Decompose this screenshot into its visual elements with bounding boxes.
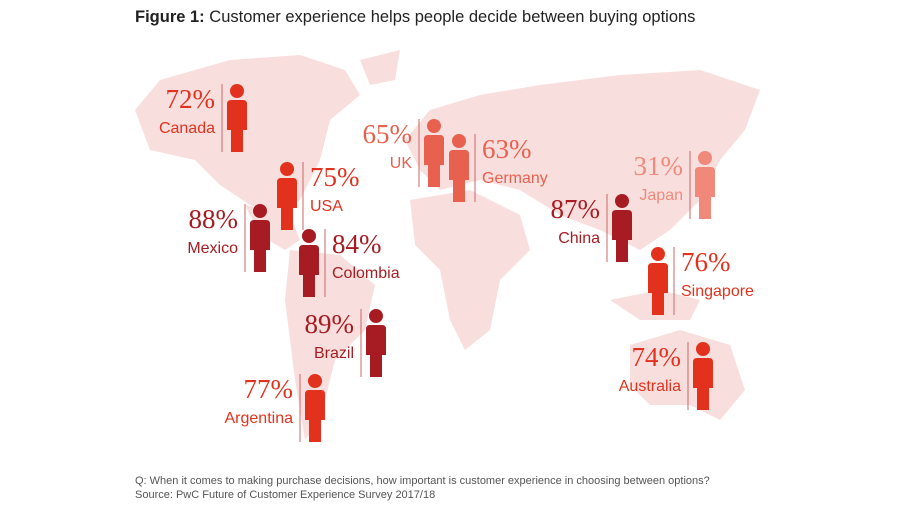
title-label: Figure 1: (135, 8, 205, 26)
person-icon (648, 263, 668, 315)
country-name: Germany (482, 170, 548, 187)
footnote: Source: PwC Future of Customer Experienc… (135, 489, 435, 501)
title: Figure 1: Customer experience helps peop… (135, 8, 695, 26)
value-label: 75% (310, 162, 360, 192)
country-name: UK (390, 155, 413, 172)
value-label: 84% (332, 229, 382, 259)
value-label: 76% (681, 247, 731, 277)
footnote: Q: When it comes to making purchase deci… (135, 475, 710, 487)
person-icon (227, 100, 247, 152)
person-icon (299, 245, 319, 297)
person-icon (424, 135, 444, 187)
country-name: Singapore (681, 283, 754, 300)
world-map (135, 50, 760, 440)
person-head (651, 247, 665, 261)
country-name: Australia (619, 378, 681, 395)
person-head (308, 374, 322, 388)
value-label: 72% (166, 84, 216, 114)
person-head (302, 229, 316, 243)
value-label: 77% (244, 374, 294, 404)
value-label: 88% (189, 204, 239, 234)
country-name: Canada (159, 120, 215, 137)
value-label: 74% (632, 342, 682, 372)
value-label: 31% (634, 151, 684, 181)
person-head (280, 162, 294, 176)
country-name: USA (310, 198, 343, 215)
person-head (698, 151, 712, 165)
person-head (452, 134, 466, 148)
person-icon (366, 325, 386, 377)
person-head (427, 119, 441, 133)
person-icon (277, 178, 297, 230)
person-icon (449, 150, 469, 202)
person-icon (693, 358, 713, 410)
person-head (369, 309, 383, 323)
value-label: 87% (551, 194, 601, 224)
title-text: Customer experience helps people decide … (209, 8, 695, 26)
country-name: Colombia (332, 265, 400, 282)
person-icon (612, 210, 632, 262)
person-head (696, 342, 710, 356)
country-name: Mexico (187, 240, 238, 257)
person-icon (250, 220, 270, 272)
country-name: China (558, 230, 600, 247)
country-name: Brazil (314, 345, 354, 362)
person-icon (695, 167, 715, 219)
person-icon (305, 390, 325, 442)
person-head (230, 84, 244, 98)
value-label: 65% (363, 119, 413, 149)
country-name: Japan (639, 187, 683, 204)
person-head (615, 194, 629, 208)
country-name: Argentina (225, 410, 294, 427)
value-label: 89% (305, 309, 355, 339)
value-label: 63% (482, 134, 532, 164)
person-head (253, 204, 267, 218)
